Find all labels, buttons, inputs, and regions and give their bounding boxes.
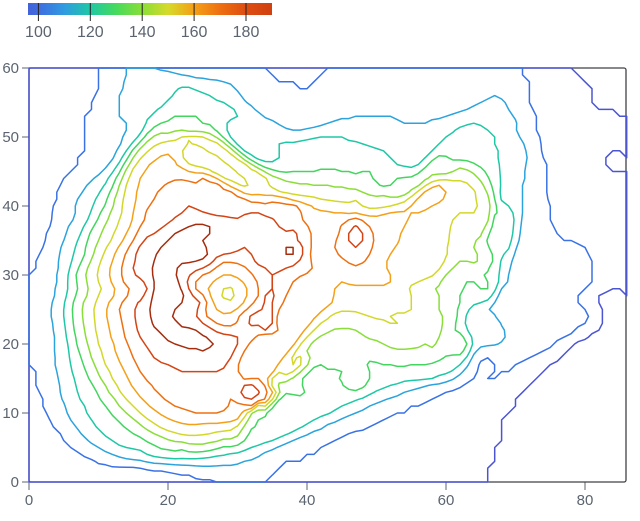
svg-text:10: 10: [2, 405, 19, 422]
svg-text:100: 100: [25, 24, 52, 41]
svg-text:30: 30: [2, 267, 19, 284]
svg-text:40: 40: [2, 198, 19, 215]
svg-text:50: 50: [2, 129, 19, 146]
svg-text:0: 0: [25, 492, 33, 509]
svg-text:20: 20: [2, 336, 19, 353]
svg-text:80: 80: [577, 492, 594, 509]
svg-text:120: 120: [77, 24, 104, 41]
svg-text:20: 20: [160, 492, 177, 509]
svg-text:140: 140: [129, 24, 156, 41]
svg-text:40: 40: [299, 492, 316, 509]
svg-text:60: 60: [438, 492, 455, 509]
svg-text:60: 60: [2, 60, 19, 77]
svg-text:180: 180: [233, 24, 260, 41]
svg-text:0: 0: [11, 474, 19, 491]
svg-text:160: 160: [181, 24, 208, 41]
